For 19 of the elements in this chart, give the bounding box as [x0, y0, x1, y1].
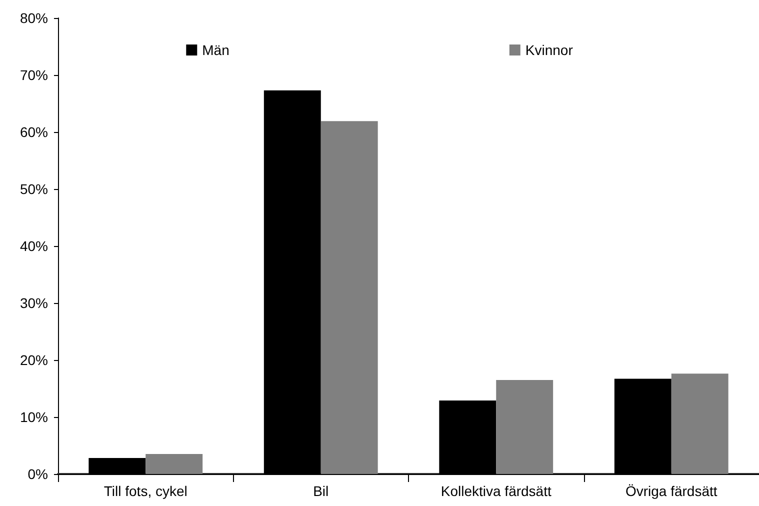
- y-tick-label: 70%: [20, 67, 48, 83]
- x-tick-label: Övriga färdsätt: [625, 483, 718, 499]
- bar: [146, 454, 203, 474]
- bar: [671, 374, 728, 474]
- x-tick-label: Bil: [313, 483, 329, 499]
- y-tick-label: 20%: [20, 352, 48, 368]
- y-tick-label: 0%: [28, 466, 48, 482]
- y-tick-label: 60%: [20, 124, 48, 140]
- x-tick-label: Kollektiva färdsätt: [440, 483, 552, 499]
- y-tick-label: 40%: [20, 238, 48, 254]
- legend-label: Kvinnor: [525, 42, 574, 58]
- x-tick-label: Till fots, cykel: [104, 483, 188, 499]
- y-tick-label: 80%: [20, 10, 48, 26]
- y-tick-label: 50%: [20, 181, 48, 197]
- y-tick-label: 30%: [20, 295, 48, 311]
- legend-label: Män: [202, 42, 230, 58]
- bar: [320, 121, 378, 474]
- bar: [496, 380, 554, 474]
- y-tick-label: 10%: [20, 409, 48, 425]
